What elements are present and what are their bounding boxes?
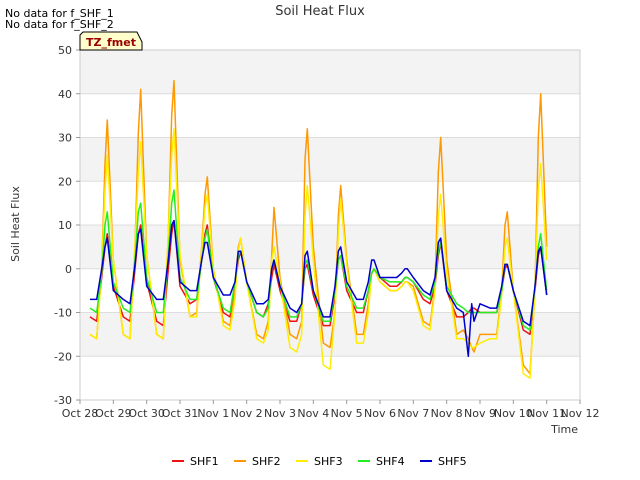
legend-label-shf5: SHF5 — [438, 455, 467, 468]
x-axis-label: Time — [550, 423, 578, 436]
legend-label-shf1: SHF1 — [190, 455, 219, 468]
grid-band — [80, 93, 580, 138]
no-data-note-2: No data for f_SHF_2 — [5, 18, 114, 31]
x-tick-label: Oct 31 — [162, 407, 199, 420]
y-tick-label: -20 — [54, 350, 72, 363]
x-tick-label: Oct 29 — [95, 407, 132, 420]
legend-label-shf2: SHF2 — [252, 455, 281, 468]
no-data-note-1: No data for f_SHF_1 — [5, 7, 114, 20]
y-tick-label: -30 — [54, 394, 72, 407]
y-tick-label: 50 — [58, 44, 72, 57]
x-tick-label: Nov 12 — [561, 407, 600, 420]
x-tick-label: Nov 10 — [494, 407, 533, 420]
y-axis-label: Soil Heat Flux — [9, 186, 22, 262]
tz-badge: TZ_fmet — [79, 31, 143, 51]
x-tick-label: Nov 4 — [297, 407, 329, 420]
x-tick-label: Nov 5 — [331, 407, 363, 420]
y-tick-label: 10 — [58, 219, 72, 232]
legend: SHF1 SHF2 SHF3 SHF4 SHF5 — [172, 455, 467, 468]
y-tick-label: 20 — [58, 175, 72, 188]
grid-band — [80, 50, 580, 94]
x-tick-label: Nov 7 — [397, 407, 429, 420]
x-tick-label: Nov 6 — [364, 407, 396, 420]
grid-band — [80, 137, 580, 182]
y-tick-label: 0 — [65, 263, 72, 276]
series-line-shf3 — [89, 128, 548, 379]
grid-band — [80, 181, 580, 225]
series-line-shf5 — [90, 219, 548, 358]
tz-badge-label: TZ_fmet — [86, 36, 136, 49]
x-tick-label: Nov 3 — [264, 407, 296, 420]
legend-label-shf4: SHF4 — [376, 455, 405, 468]
x-tick-label: Oct 28 — [62, 407, 99, 420]
x-tick-label: Nov 1 — [197, 407, 229, 420]
x-tick-label: Oct 30 — [128, 407, 165, 420]
x-tick-label: Nov 9 — [464, 407, 496, 420]
x-tick-label: Nov 2 — [231, 407, 263, 420]
legend-label-shf3: SHF3 — [314, 455, 343, 468]
x-tick-label: Nov 8 — [431, 407, 463, 420]
y-tick-label: 30 — [58, 132, 72, 145]
grid-band — [80, 225, 580, 269]
y-tick-label: 40 — [58, 88, 72, 101]
chart-title: Soil Heat Flux — [275, 4, 365, 19]
x-tick-label: Nov 11 — [527, 407, 566, 420]
y-tick-label: -10 — [54, 307, 72, 320]
